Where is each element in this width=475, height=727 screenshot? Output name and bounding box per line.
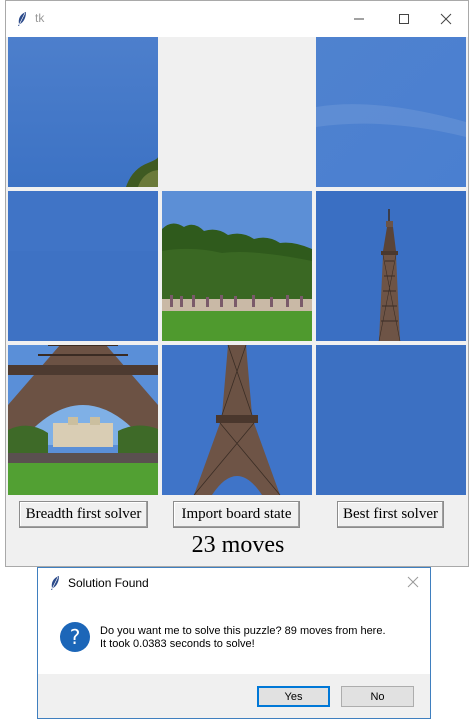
puzzle-tile[interactable] (8, 345, 158, 495)
puzzle-tile[interactable] (8, 37, 158, 187)
feather-icon (51, 576, 59, 590)
maximize-icon[interactable] (394, 9, 414, 29)
window-title: tk (35, 11, 45, 25)
breadth-first-solver-button[interactable]: Breadth first solver (19, 501, 148, 528)
puzzle-tile[interactable] (162, 191, 312, 341)
puzzle-board (8, 37, 468, 497)
import-board-state-button[interactable]: Import board state (173, 501, 300, 528)
yes-button[interactable]: Yes (257, 686, 330, 707)
move-counter: 23 moves (191, 532, 285, 558)
solution-dialog: Solution Found ? Do you want me to solve… (37, 567, 431, 719)
no-button[interactable]: No (341, 686, 414, 707)
dialog-title: Solution Found (68, 576, 149, 590)
dialog-message-line: It took 0.0383 seconds to solve! (100, 638, 255, 650)
svg-text:?: ? (70, 625, 81, 649)
empty-slot[interactable] (162, 37, 312, 187)
feather-icon (18, 12, 26, 26)
title-bar[interactable]: tk (6, 1, 468, 37)
puzzle-tile[interactable] (8, 191, 158, 341)
question-icon: ? (60, 622, 90, 652)
close-icon[interactable] (436, 9, 456, 29)
puzzle-tile[interactable] (316, 191, 466, 341)
best-first-solver-button[interactable]: Best first solver (337, 501, 444, 528)
main-window: tk (5, 0, 469, 567)
minimize-icon[interactable] (349, 9, 369, 29)
puzzle-tile[interactable] (316, 37, 466, 187)
dialog-footer: Yes No (38, 674, 430, 718)
dialog-message: Do you want me to solve this puzzle? 89 … (100, 625, 386, 651)
dialog-message-line: Do you want me to solve this puzzle? 89 … (100, 625, 386, 637)
puzzle-tile[interactable] (316, 345, 466, 495)
close-icon[interactable] (406, 575, 420, 589)
puzzle-tile[interactable] (162, 345, 312, 495)
